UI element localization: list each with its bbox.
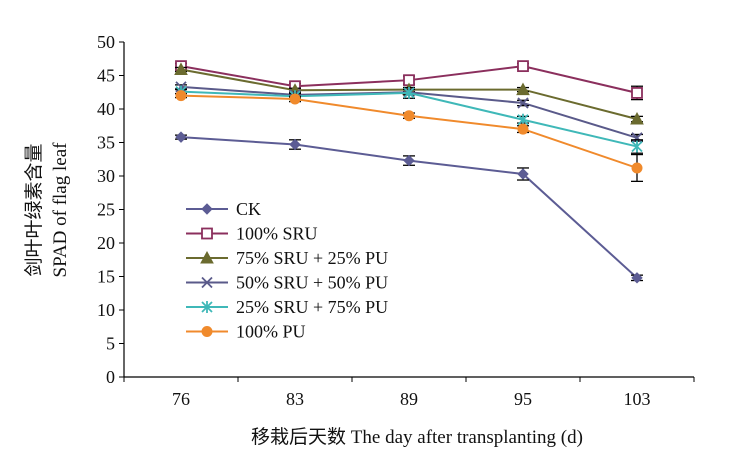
y-axis-ticks: 0 5 10 15 20 25 30 35 40 45 50 [97, 32, 124, 387]
data-point [630, 112, 644, 125]
data-point [201, 326, 213, 337]
data-point [403, 86, 415, 99]
x-tick-label: 89 [400, 389, 418, 409]
y-tick-label: 40 [97, 99, 115, 119]
y-tick-label: 50 [97, 32, 115, 52]
data-point [517, 60, 529, 73]
legend-item: 50% SRU + 50% PU [186, 273, 388, 293]
y-tick-label: 15 [97, 267, 115, 287]
legend-label: 100% PU [236, 322, 306, 342]
y-tick-label: 10 [97, 300, 115, 320]
legend-item: 100% PU [186, 322, 306, 342]
data-point-stroke [517, 97, 529, 109]
x-tick-label: 83 [286, 389, 304, 409]
legend-label: 50% SRU + 50% PU [236, 273, 388, 293]
series-4 [175, 85, 643, 154]
series-0 [175, 131, 643, 284]
data-point [517, 168, 529, 180]
y-tick-label: 5 [106, 334, 115, 354]
data-point-stroke [201, 276, 213, 289]
data-point [174, 62, 188, 75]
data-point [631, 132, 643, 144]
y-tick-label: 25 [97, 200, 115, 220]
legend-label: 100% SRU [236, 224, 318, 244]
x-axis-title: 移栽后天数 The day after transplanting (d) [251, 426, 583, 448]
legend-label: CK [236, 199, 261, 219]
legend-label: 25% SRU + 75% PU [236, 297, 388, 317]
series-layer [174, 60, 644, 284]
y-tick-label: 30 [97, 166, 115, 186]
data-point [289, 93, 301, 105]
data-point [289, 138, 301, 151]
data-point [175, 90, 187, 102]
y-tick-label: 20 [97, 233, 115, 253]
data-point [517, 123, 529, 135]
data-point [200, 250, 214, 264]
data-point [631, 162, 643, 174]
legend-item: 75% SRU + 25% PU [186, 248, 388, 268]
data-point [201, 276, 213, 289]
legend-item: CK [186, 199, 261, 219]
legend: CK 100% SRU 75% SRU + 25% PU 50% SRU + 50% … [186, 199, 388, 342]
data-point [631, 140, 643, 153]
data-point [631, 87, 643, 99]
x-axis-ticks: 76 83 89 95 103 [123, 377, 695, 409]
data-point [175, 131, 187, 143]
data-point [403, 110, 415, 122]
data-point [201, 227, 213, 240]
x-tick-label: 95 [514, 389, 532, 409]
legend-item: 25% SRU + 75% PU [186, 297, 388, 317]
data-point [631, 272, 643, 284]
legend-item: 100% SRU [186, 224, 318, 244]
series-5 [175, 90, 643, 183]
data-point [201, 301, 213, 313]
y-axis-title-en: SPAD of flag leaf [50, 142, 71, 278]
y-tick-label: 35 [97, 133, 115, 153]
legend-label: 75% SRU + 25% PU [236, 248, 388, 268]
data-point [201, 203, 213, 215]
y-tick-label: 45 [97, 66, 115, 86]
x-tick-label: 76 [172, 389, 190, 409]
data-point-stroke [631, 132, 643, 144]
data-point [516, 82, 530, 96]
y-tick-label: 0 [106, 367, 115, 387]
data-point [403, 154, 415, 167]
x-tick-label: 103 [624, 389, 651, 409]
data-point [517, 97, 529, 109]
y-axis-title-cn: 剑叶叶绿素含量 [23, 143, 45, 276]
